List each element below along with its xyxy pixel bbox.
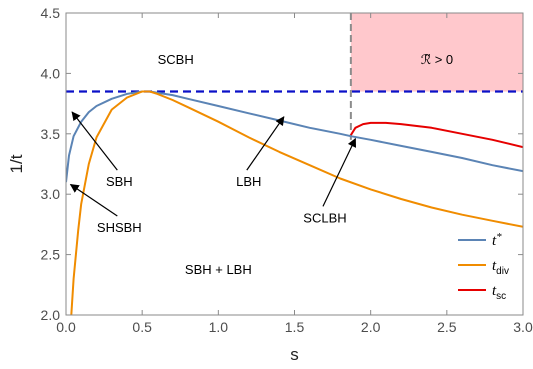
annotation-arrow (246, 116, 285, 171)
series-line-t_star (66, 90, 523, 183)
legend-main: t (492, 258, 497, 274)
annotation-arrow (69, 184, 118, 217)
legend-label-t_div: tdiv (492, 258, 509, 277)
y-tick-label: 2.0 (41, 307, 61, 323)
legend-sup: * (496, 231, 502, 243)
x-axis-label: s (290, 345, 299, 364)
series-layer (66, 90, 523, 315)
annotation-arrow (71, 111, 118, 171)
y-tick-label: 3.0 (41, 186, 61, 202)
annotation-label: SCLBH (303, 210, 346, 225)
x-tick-label: 1.0 (209, 319, 229, 335)
y-tick-label: 2.5 (41, 247, 61, 263)
legend-sub: div (496, 266, 509, 277)
x-tick-label: 3.0 (513, 319, 533, 335)
shaded-region-layer: ℛ̃ > 0 (350, 13, 523, 92)
x-tick-label: 0.5 (132, 319, 152, 335)
shaded-region-label: ℛ̃ > 0 (421, 52, 453, 67)
ticks-layer: 0.0 0.5 1.0 1.5 2.0 2.5 3.0 2.0 2.5 3.0 3.5 4.0 4.5 (41, 5, 533, 335)
series-line-t_sc (350, 121, 523, 149)
region-label: SBH + LBH (185, 262, 252, 277)
x-tick-label: 2.5 (437, 319, 457, 335)
shaded-region (350, 13, 523, 92)
annotation-arrow (322, 137, 356, 207)
x-tick-label: 0.0 (56, 319, 76, 335)
annotation-label: SHSBH (97, 220, 142, 235)
legend-main: t (492, 233, 497, 249)
critical-line-layer (66, 13, 523, 140)
annotations-layer: SCBH SBH + LBH SBH SHSBH LBH SCLBH (69, 52, 356, 277)
y-tick-label: 4.0 (41, 65, 61, 81)
series-line-t_div (70, 90, 523, 315)
y-tick-label: 3.5 (41, 126, 61, 142)
annotation-label: SBH (106, 174, 133, 189)
y-axis-label: 1/t (7, 154, 26, 173)
x-tick-label: 1.5 (285, 319, 305, 335)
legend-sub: sc (496, 291, 506, 302)
region-label: SCBH (158, 52, 194, 67)
legend-label-t_star: t* (492, 231, 502, 249)
legend-label-t_sc: tsc (492, 283, 506, 302)
x-tick-label: 2.0 (361, 319, 381, 335)
annotation-label: LBH (236, 174, 261, 189)
y-tick-label: 4.5 (41, 5, 61, 21)
legend-main: t (492, 283, 497, 299)
